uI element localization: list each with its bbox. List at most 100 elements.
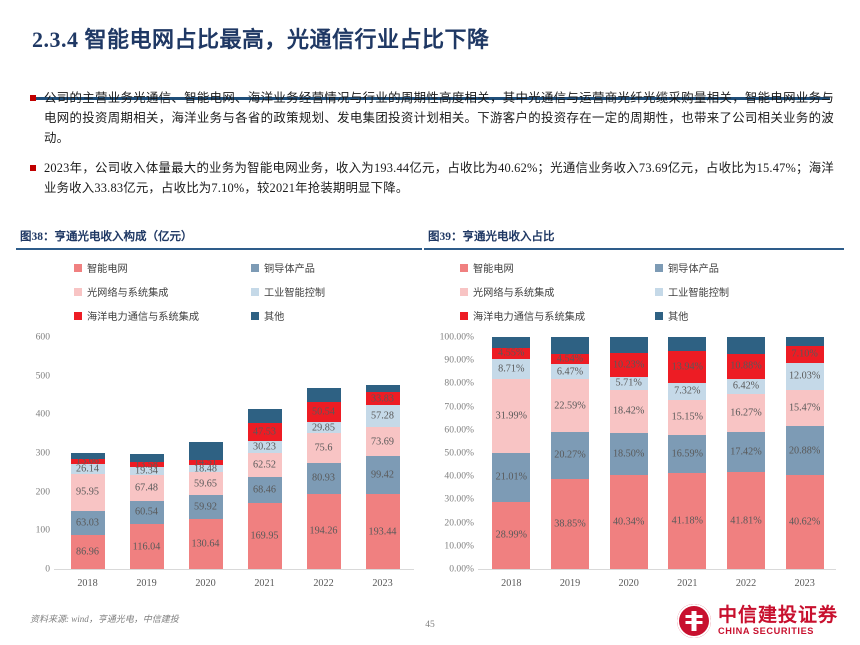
bar-column: 28.99% 21.01% 31.99% 8.71% 4.55% [492, 337, 531, 569]
bar-segment-label: 40.34% [612, 516, 645, 528]
bar-segment-label: 4.55% [498, 347, 525, 359]
bar-segment [668, 337, 707, 351]
bar-segment-label: 20.88% [788, 445, 821, 457]
legend-swatch-icon [655, 287, 663, 296]
x-axis-tick-label: 2021 [254, 578, 275, 589]
bar-segment: 8.71% [492, 358, 531, 379]
bar-segment: 15.47% [785, 390, 824, 427]
chart-legend: 智能电网 铜导体产品 光网络与系统集成 工业智能控制 海洋电力通信与系统集成 其他 [16, 260, 422, 323]
y-axis-tick-label: 200 [35, 486, 50, 498]
bar-segment: 75.6 [306, 433, 341, 463]
x-axis-tick-label: 2021 [677, 578, 698, 589]
bar-segment-label: 41.81% [730, 515, 762, 526]
bar-segment-label: 99.42 [371, 469, 394, 481]
x-axis-tick-label: 2019 [559, 578, 581, 589]
y-axis-tick-label: 30.00% [444, 493, 474, 505]
x-axis-tick-label: 2023 [794, 578, 815, 589]
x-axis-line [478, 569, 836, 570]
bar-column: 38.85% 20.27% 22.59% 6.47% 4.54% [551, 337, 589, 569]
legend-swatch-icon [74, 311, 82, 320]
bar-column: 130.64 59.92 59.65 18.48 14.51 [188, 337, 223, 569]
legend-item: 智能电网 [460, 260, 649, 275]
bar-column: 194.26 80.93 75.6 29.85 50.54 [306, 337, 341, 569]
y-axis-tick-label: 80.00% [444, 377, 474, 389]
bar-segment [70, 453, 105, 459]
bar-segment: 17.42% [727, 431, 765, 473]
bar-segment: 5.71% [609, 376, 648, 390]
company-logo: 中信建投证券 CHINA SECURITIES [676, 604, 838, 638]
x-axis-tick-label: 2020 [195, 578, 216, 589]
x-axis-tick-label: 2022 [313, 578, 334, 589]
bar-segment-label: 18.48 [194, 463, 217, 475]
legend-item: 光网络与系统集成 [460, 284, 649, 299]
figure-title: 图39：亨通光电收入占比 [428, 231, 555, 243]
y-axis-tick-label: 70.00% [444, 401, 474, 413]
legend-label: 铜导体产品 [668, 264, 719, 275]
legend-swatch-icon [460, 263, 468, 272]
bar-segment: 18.50% [609, 432, 648, 476]
legend-label: 其他 [668, 312, 689, 323]
bar-segment-label: 130.64 [191, 538, 220, 550]
bar-segment: 41.81% [727, 472, 765, 569]
bar-segment-label: 22.59% [554, 400, 586, 412]
bar-segment-label: 95.95 [76, 486, 99, 498]
bullet-list: 公司的主营业务光通信、智能电网、海洋业务经营情况与行业的周期性高度相关，其中光通… [30, 88, 834, 208]
bar-segment: 67.48 [129, 474, 164, 501]
bar-segment: 12.03% [785, 362, 824, 391]
bar-segment: 57.28 [365, 405, 400, 428]
bar-segment: 59.92 [188, 495, 223, 519]
bar-segment: 6.42% [727, 378, 765, 394]
legend-item: 其他 [655, 308, 844, 323]
bar-segment-label: 19.34 [135, 465, 158, 477]
bar-column: 41.81% 17.42% 16.27% 6.42% 10.88% [727, 337, 765, 569]
x-axis-line [54, 569, 414, 570]
figure-revenue-composition: 图38：亨通光电收入构成（亿元） 智能电网 铜导体产品 光网络与系统集成 工业智能控制… [16, 228, 422, 599]
page-title: 2.3.4 智能电网占比最高，光通信行业占比下降 [32, 27, 490, 52]
bar-segment: 116.04 [129, 524, 164, 569]
bullet-text: 2023年，公司收入体量最大的业务为智能电网业务，收入为193.44亿元，占收比… [44, 161, 834, 195]
bar-segment-label: 21.01% [495, 471, 528, 483]
y-axis-tick-label: 400 [35, 408, 50, 420]
legend-swatch-icon [460, 287, 468, 296]
legend-item: 铜导体产品 [251, 260, 422, 275]
bar-segment-label: 26.14 [76, 463, 99, 475]
y-axis-tick-label: 300 [35, 447, 50, 459]
legend-label: 海洋电力通信与系统集成 [473, 312, 586, 323]
bar-segment-label: 16.27% [730, 407, 762, 419]
bar-segment: 18.48 [188, 463, 223, 475]
legend-swatch-icon [251, 311, 259, 320]
bar-segment: 68.46 [247, 476, 282, 504]
bar-segment: 7.32% [668, 382, 707, 400]
figure-title-bar: 图39：亨通光电收入占比 [424, 228, 844, 250]
bar-segment [247, 409, 282, 423]
bar-segment-label: 4.54% [556, 353, 584, 365]
bar-segment [129, 453, 164, 462]
bar-segment-label: 73.69 [371, 436, 394, 448]
bar-segment-label: 31.99% [495, 410, 528, 422]
y-axis-tick-label: 40.00% [444, 470, 474, 482]
y-axis-tick-label: 90.00% [444, 354, 474, 366]
bar-segment: 18.42% [609, 389, 648, 433]
bar-segment-label: 14.51 [194, 456, 217, 468]
bar-segment-label: 57.28 [371, 410, 394, 422]
bar-segment-label: 193.44 [368, 526, 397, 538]
bar-segment: 6.47% [551, 364, 589, 380]
bar-segment: 194.26 [306, 493, 341, 569]
bar-segment-label: 13.94% [671, 361, 704, 373]
bar-segment-label: 63.03 [76, 517, 99, 529]
figure-title-bar: 图38：亨通光电收入构成（亿元） [16, 228, 422, 250]
bar-segment: 21.01% [492, 453, 531, 502]
bar-segment-label: 194.26 [309, 525, 338, 537]
bar-segment: 7.10% [785, 346, 824, 363]
bar-segment: 26.14 [70, 463, 105, 475]
legend-label: 光网络与系统集成 [473, 288, 555, 299]
bar-segment: 4.54% [551, 354, 589, 365]
bullet-text: 公司的主营业务光通信、智能电网、海洋业务经营情况与行业的周期性高度相关，其中光通… [44, 91, 834, 145]
bar-segment-label: 12.03% [788, 370, 821, 382]
bar-segment-label: 10.88% [730, 360, 762, 372]
bar-segment-label: 15.15% [671, 411, 704, 423]
legend-swatch-icon [74, 287, 82, 296]
legend-item: 智能电网 [74, 260, 245, 275]
bar-segment-label: 169.95 [250, 530, 279, 542]
bar-segment: 28.99% [492, 501, 531, 569]
